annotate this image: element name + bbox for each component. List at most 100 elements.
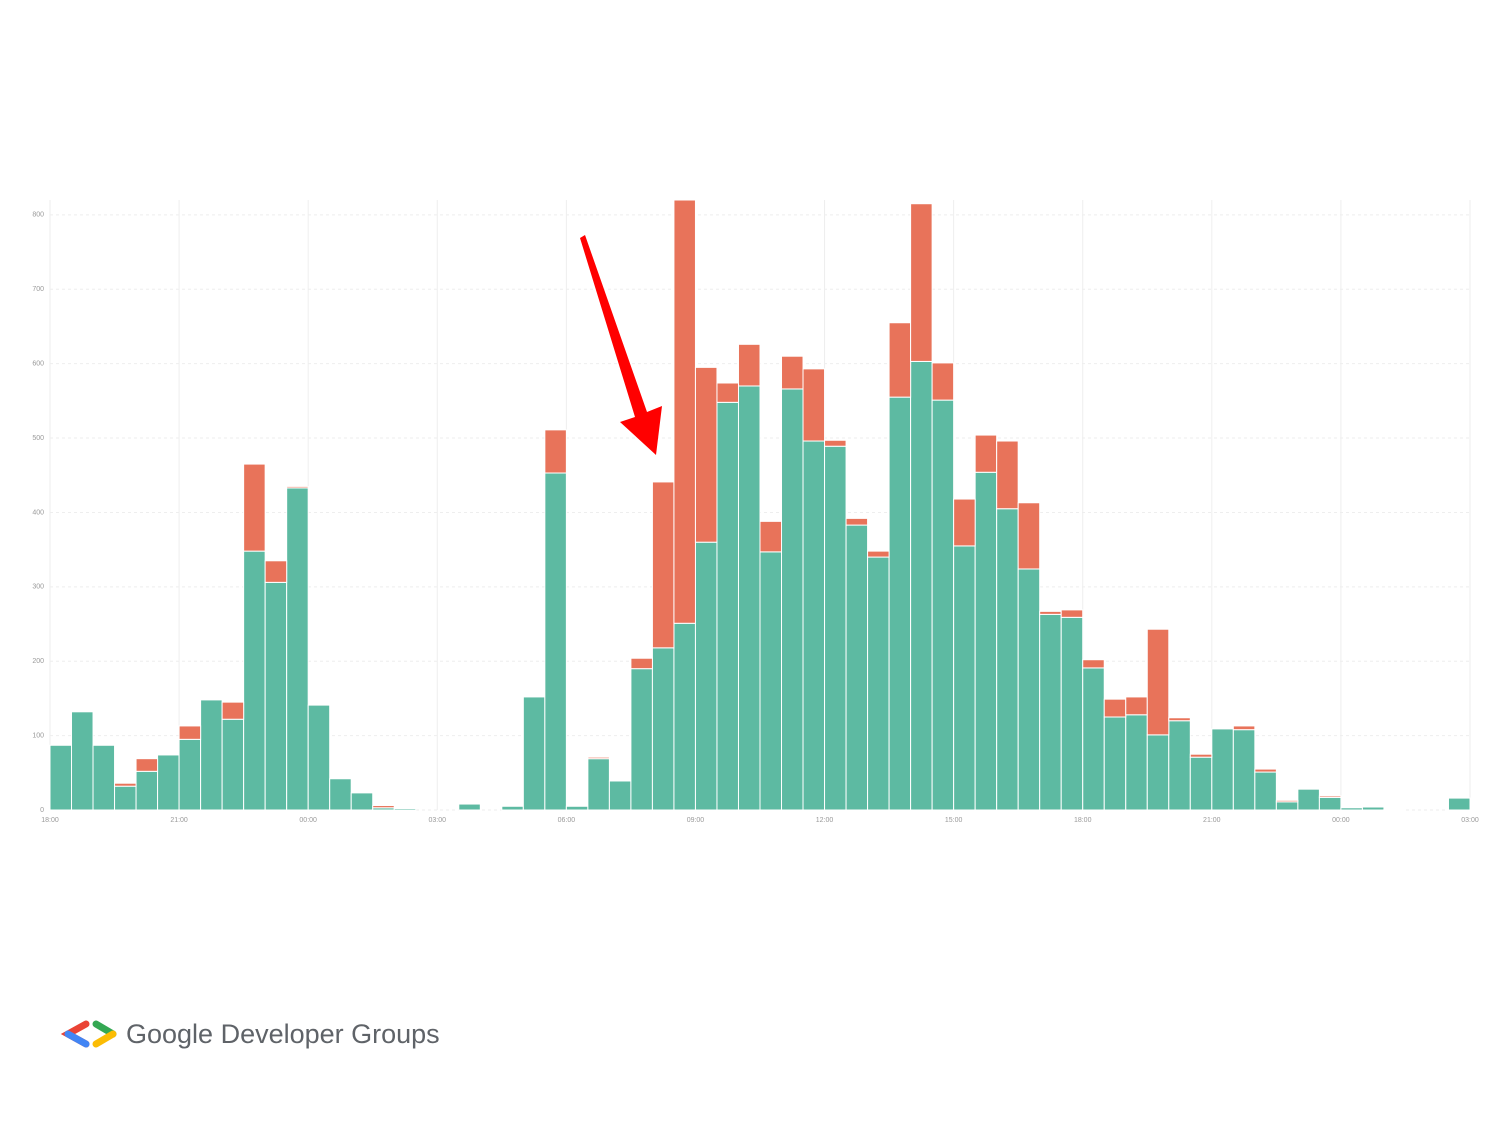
bar-segment <box>587 756 610 760</box>
bar-segment <box>92 744 116 811</box>
x-tick-label: 00:00 <box>1332 817 1350 824</box>
bar-segment <box>1275 801 1299 811</box>
bar-segment <box>867 550 890 558</box>
bar-segment <box>135 758 159 772</box>
y-tick-label: 400 <box>32 509 44 516</box>
x-tick-label: 18:00 <box>41 817 59 824</box>
y-tick-label: 100 <box>32 732 44 739</box>
bar-segment <box>1168 717 1191 722</box>
bar-segment <box>178 738 202 811</box>
bar-segment <box>1103 716 1127 811</box>
bar-segment <box>178 725 202 740</box>
arrow <box>580 235 662 455</box>
bar-segment <box>1318 796 1342 811</box>
x-tick-label: 03:00 <box>429 817 447 824</box>
bar-segment <box>910 203 933 362</box>
bar-segment <box>651 481 675 649</box>
y-tick-label: 800 <box>32 212 44 219</box>
y-tick-label: 300 <box>32 584 44 591</box>
bar-segment <box>1340 807 1363 811</box>
bar-segment <box>953 545 976 811</box>
bar-segment <box>1211 728 1234 811</box>
bar-segment <box>1254 771 1277 811</box>
bar-segment <box>694 366 718 543</box>
bar-segment <box>974 434 998 473</box>
bar-segment <box>544 429 567 474</box>
x-tick-label: 21:00 <box>170 817 188 824</box>
logo-chevron-right-bottom <box>92 1030 117 1048</box>
bar-segment <box>867 556 890 811</box>
bar-segment <box>996 508 1019 811</box>
bar-segment <box>1168 720 1191 811</box>
y-tick-label: 0 <box>40 807 44 814</box>
bar-segment <box>1039 610 1062 615</box>
bar-segment <box>824 439 847 447</box>
bar-segment <box>996 440 1019 510</box>
bar-segment <box>522 696 546 811</box>
bar-segment <box>1189 756 1213 811</box>
bar-segment <box>802 440 826 811</box>
bar-segment <box>1039 613 1062 811</box>
bar-segment <box>716 382 739 403</box>
x-tick-label: 06:00 <box>558 817 576 824</box>
bar-segment <box>802 368 826 442</box>
bar-segment <box>1383 808 1406 811</box>
bar-segment <box>243 463 266 552</box>
bar-segment <box>1146 734 1170 811</box>
bar-segment <box>759 520 783 553</box>
bar-segment <box>931 399 955 811</box>
bar-segment <box>931 362 955 401</box>
y-tick-label: 200 <box>32 658 44 665</box>
bar-segment <box>1017 502 1041 570</box>
bar-segment <box>114 782 137 787</box>
bar-segment <box>673 622 696 811</box>
bar-segment <box>694 541 718 811</box>
bar-segment <box>845 517 869 526</box>
bar-segment <box>458 803 481 811</box>
bar-segment <box>1297 788 1320 811</box>
logo <box>60 1020 117 1048</box>
bar-segment <box>501 805 524 811</box>
bar-segment <box>737 385 761 811</box>
bar-segment <box>651 647 675 811</box>
bar-segment <box>264 560 288 583</box>
bar-segment <box>157 754 180 811</box>
y-tick-label: 600 <box>32 361 44 368</box>
bar-segment <box>910 360 933 811</box>
bar-segment <box>716 401 739 811</box>
bar-segment <box>1082 659 1105 669</box>
bar-segment <box>1361 806 1385 811</box>
bar-segment <box>737 343 761 387</box>
bar-segment <box>71 711 94 811</box>
bar-segment <box>393 808 417 811</box>
bar-segment <box>1082 667 1105 811</box>
bar-segment <box>329 778 352 811</box>
x-tick-label: 12:00 <box>816 817 834 824</box>
bar-segment <box>953 498 976 547</box>
bar-segment <box>630 657 653 670</box>
bar-segment <box>888 396 912 811</box>
y-tick-label: 500 <box>32 435 44 442</box>
bar-segment <box>286 485 309 489</box>
bar-segment <box>372 805 395 809</box>
bar-segment <box>221 718 245 811</box>
x-tick-label: 21:00 <box>1203 817 1221 824</box>
bar-segment <box>1060 616 1084 811</box>
bar-segment <box>286 487 309 811</box>
bar-segment <box>1232 725 1256 731</box>
bar-segment <box>264 581 288 811</box>
x-tick-label: 00:00 <box>299 817 317 824</box>
bar-segment <box>1254 768 1277 773</box>
bar-segment <box>135 770 159 811</box>
bar-segment <box>630 668 653 811</box>
bar-segment <box>1103 698 1127 718</box>
bar-segment <box>1146 628 1170 736</box>
bar-segment <box>673 199 696 624</box>
brand-text: Google Developer Groups <box>126 1019 440 1049</box>
bar-segment <box>307 704 331 811</box>
bar-segment <box>781 388 804 811</box>
bar-segment <box>1017 568 1041 811</box>
bar-segment <box>350 792 374 811</box>
bar-segment <box>1447 797 1471 811</box>
